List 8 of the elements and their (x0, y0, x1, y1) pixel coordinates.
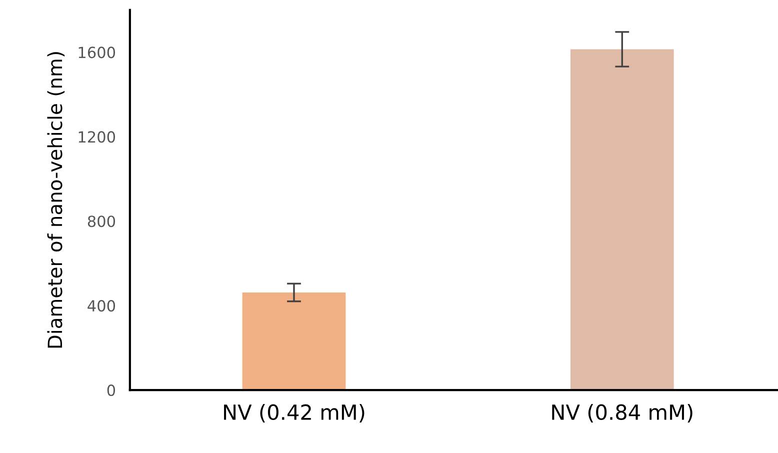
y-axis-title: Diameter of nano-vehicle (nm) (47, 52, 65, 348)
x-tick-label: NV (0.84 mM) (552, 404, 692, 422)
y-tick-label: 800 (88, 216, 116, 228)
x-tick-label: NV (0.42 mM) (224, 404, 364, 422)
y-tick-label: 0 (107, 384, 116, 396)
y-tick-label: 1200 (78, 131, 116, 143)
y-tick-label: 1600 (78, 46, 116, 58)
y-tick-label: 400 (88, 300, 116, 312)
